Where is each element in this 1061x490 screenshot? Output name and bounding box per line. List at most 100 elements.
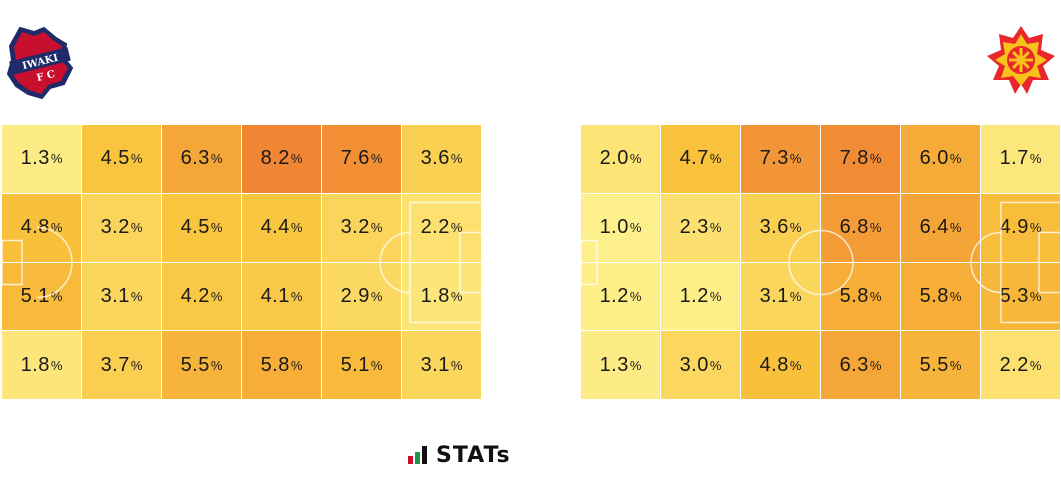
cell-value: 5.8	[839, 284, 869, 307]
heatmap-cell: 4.8%	[741, 331, 821, 400]
cell-unit: %	[789, 151, 802, 167]
cell-unit: %	[450, 220, 463, 236]
cell-value: 7.3	[759, 147, 789, 170]
heatmap-right: 2.0% 4.7% 7.3% 7.8% 6.0% 1.7% 1.0% 2.3% 3.6% 6.8%…	[581, 125, 1061, 400]
cell-value: 4.4	[260, 216, 290, 239]
heatmap-cell: 5.5%	[162, 331, 242, 400]
cell-unit: %	[789, 220, 802, 236]
cell-value: 1.2	[679, 284, 709, 307]
cell-unit: %	[370, 288, 383, 304]
cell-value: 4.7	[679, 147, 709, 170]
heatmap-cell: 4.2%	[162, 262, 242, 332]
cell-unit: %	[210, 288, 223, 304]
crest-text-line2: F C	[36, 69, 57, 84]
heatmap-cell: 6.8%	[821, 193, 901, 263]
cell-unit: %	[629, 288, 642, 304]
heatmap-cell: 5.3%	[981, 262, 1061, 332]
cell-unit: %	[130, 151, 143, 167]
heatmap-cell: 6.3%	[162, 125, 242, 194]
heatmap-cell: 4.5%	[162, 193, 242, 263]
cell-unit: %	[709, 357, 722, 373]
heatmap-cell: 3.1%	[82, 262, 162, 332]
cell-value: 6.3	[180, 147, 210, 170]
heatmap-cell: 1.3%	[2, 125, 82, 194]
cell-value: 2.9	[340, 284, 370, 307]
cell-value: 5.1	[20, 284, 50, 307]
heatmap-cell: 5.1%	[322, 331, 402, 400]
cell-value: 3.1	[420, 353, 450, 376]
cell-unit: %	[1029, 357, 1042, 373]
cell-value: 5.8	[260, 353, 290, 376]
cell-unit: %	[50, 220, 63, 236]
heatmap-cell: 7.6%	[322, 125, 402, 194]
cell-unit: %	[370, 220, 383, 236]
cell-unit: %	[869, 357, 882, 373]
cell-value: 6.3	[839, 353, 869, 376]
heatmap-cell: 3.1%	[402, 331, 482, 400]
cell-value: 6.4	[919, 216, 949, 239]
cell-value: 3.1	[100, 284, 130, 307]
stats-bars-icon	[408, 446, 427, 464]
iwaki-fc-crest-icon: IWAKI F C	[6, 26, 74, 100]
cell-value: 6.8	[839, 216, 869, 239]
cell-value: 4.8	[20, 216, 50, 239]
cell-unit: %	[789, 357, 802, 373]
cell-value: 2.2	[999, 353, 1029, 376]
cell-unit: %	[629, 220, 642, 236]
cell-unit: %	[290, 151, 303, 167]
heatmap-cell: 5.8%	[901, 262, 981, 332]
cell-unit: %	[210, 220, 223, 236]
cell-value: 1.8	[420, 284, 450, 307]
cell-unit: %	[50, 288, 63, 304]
cell-unit: %	[1029, 220, 1042, 236]
cell-value: 5.3	[999, 284, 1029, 307]
cell-value: 4.1	[260, 284, 290, 307]
cell-unit: %	[130, 357, 143, 373]
cell-value: 3.2	[100, 216, 130, 239]
heatmap-cell: 3.6%	[741, 193, 821, 263]
cell-unit: %	[1029, 288, 1042, 304]
stats-logo: STATs	[408, 442, 511, 468]
cell-unit: %	[130, 220, 143, 236]
cell-value: 7.6	[340, 147, 370, 170]
cell-unit: %	[869, 220, 882, 236]
cell-value: 2.2	[420, 216, 450, 239]
cell-value: 3.2	[340, 216, 370, 239]
cell-value: 4.9	[999, 216, 1029, 239]
heatmap-cell: 1.2%	[581, 262, 661, 332]
cell-unit: %	[629, 151, 642, 167]
heatmap-cell: 4.5%	[82, 125, 162, 194]
heatmap-cell: 6.0%	[901, 125, 981, 194]
cell-value: 4.8	[759, 353, 789, 376]
cell-unit: %	[709, 151, 722, 167]
cell-value: 1.7	[999, 147, 1029, 170]
cell-value: 1.3	[20, 147, 50, 170]
cell-unit: %	[370, 151, 383, 167]
heatmap-cell: 2.2%	[402, 193, 482, 263]
cell-unit: %	[130, 288, 143, 304]
cell-value: 4.5	[180, 216, 210, 239]
heatmap-cell: 8.2%	[242, 125, 322, 194]
cell-unit: %	[789, 288, 802, 304]
heatmap-cell: 3.2%	[82, 193, 162, 263]
heatmap-cell: 5.5%	[901, 331, 981, 400]
cell-unit: %	[450, 288, 463, 304]
cell-value: 8.2	[260, 147, 290, 170]
cell-unit: %	[290, 220, 303, 236]
heatmap-cell: 4.8%	[2, 193, 82, 263]
heatmap-cell: 1.8%	[402, 262, 482, 332]
heatmap-cell: 4.7%	[661, 125, 741, 194]
heatmap-cell: 7.3%	[741, 125, 821, 194]
heatmap-cell: 2.9%	[322, 262, 402, 332]
heatmap-cell: 3.1%	[741, 262, 821, 332]
cell-value: 4.2	[180, 284, 210, 307]
heatmap-left: 1.3% 4.5% 6.3% 8.2% 7.6% 3.6% 4.8% 3.2% 4.5% 4.4%…	[2, 125, 482, 400]
heatmap-cell: 5.8%	[821, 262, 901, 332]
heatmap-cell: 1.8%	[2, 331, 82, 400]
cell-value: 2.3	[679, 216, 709, 239]
cell-unit: %	[709, 220, 722, 236]
cell-value: 5.5	[919, 353, 949, 376]
cell-unit: %	[290, 288, 303, 304]
cell-unit: %	[1029, 151, 1042, 167]
cell-unit: %	[290, 357, 303, 373]
